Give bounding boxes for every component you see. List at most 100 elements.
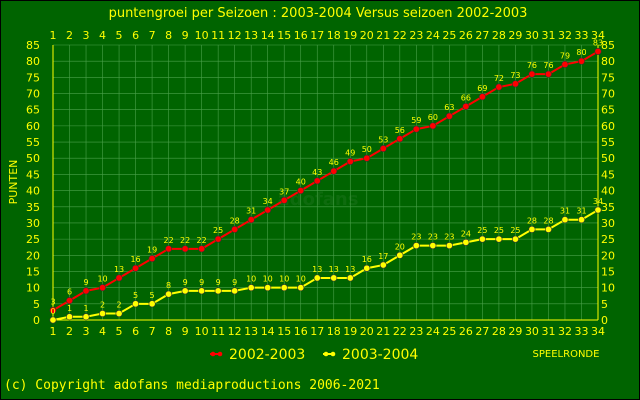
data-point-2003-2004: [198, 287, 206, 295]
data-label-2002-2003: 19: [147, 246, 157, 255]
data-label-2002-2003: 79: [560, 51, 570, 60]
data-label-2002-2003: 13: [114, 265, 124, 274]
x-tick-label-top: 25: [442, 29, 456, 42]
y-tick-label-right: 0: [601, 314, 608, 327]
data-label-2002-2003: 31: [246, 207, 256, 216]
data-point-2002-2003: [99, 284, 107, 292]
data-point-2003-2004: [181, 287, 189, 295]
x-tick-label-bottom: 21: [376, 325, 390, 338]
data-point-2003-2004: [82, 313, 90, 321]
data-point-2003-2004: [313, 274, 321, 282]
x-tick-label-top: 20: [360, 29, 374, 42]
data-point-2002-2003: [264, 206, 272, 214]
legend-swatch-point-2002-2003: [210, 351, 216, 357]
x-tick-label-top: 28: [492, 29, 506, 42]
data-point-2003-2004: [429, 242, 437, 250]
x-tick-label-bottom: 20: [360, 325, 374, 338]
x-tick-label-bottom: 34: [591, 325, 605, 338]
data-label-2002-2003: 76: [543, 61, 553, 70]
y-tick-label-left: 5: [33, 298, 40, 311]
x-tick-label-top: 1: [50, 29, 57, 42]
data-point-2002-2003: [181, 245, 189, 253]
y-tick-label-right: 65: [601, 104, 615, 117]
x-tick-label-top: 15: [277, 29, 291, 42]
x-tick-label-top: 8: [165, 29, 172, 42]
x-tick-label-top: 26: [459, 29, 473, 42]
data-label-2003-2004: 16: [362, 255, 372, 264]
x-tick-label-bottom: 1: [50, 325, 57, 338]
y-tick-label-right: 45: [601, 168, 615, 181]
x-tick-label-bottom: 13: [244, 325, 258, 338]
x-tick-label-bottom: 5: [116, 325, 123, 338]
x-tick-label-top: 12: [228, 29, 242, 42]
y-tick-label-right: 70: [601, 88, 615, 101]
data-point-2002-2003: [247, 216, 255, 224]
data-point-2002-2003: [280, 196, 288, 204]
data-label-2002-2003: 69: [477, 84, 487, 93]
data-point-2003-2004: [445, 242, 453, 250]
data-point-2003-2004: [511, 235, 519, 243]
y-tick-label-left: 65: [26, 104, 40, 117]
data-point-2002-2003: [148, 255, 156, 263]
data-label-2003-2004: 28: [527, 216, 537, 225]
legend-label-2002-2003: 2002-2003: [229, 347, 305, 363]
data-label-2003-2004: 17: [378, 252, 388, 261]
x-tick-label-bottom: 31: [541, 325, 555, 338]
x-tick-label-top: 23: [409, 29, 423, 42]
series-points: [49, 47, 602, 324]
y-tick-label-left: 20: [26, 249, 40, 262]
copyright-text: (c) Copyright adofans mediaproductions 2…: [4, 378, 380, 393]
data-label-2002-2003: 76: [527, 61, 537, 70]
data-point-2002-2003: [297, 187, 305, 195]
data-label-2003-2004: 8: [166, 281, 171, 290]
y-tick-label-right: 15: [601, 265, 615, 278]
data-label-2003-2004: 0: [50, 307, 55, 316]
y-tick-label-left: 35: [26, 201, 40, 214]
x-tick-label-top: 7: [149, 29, 156, 42]
series-line-2003-2004: [52, 209, 599, 321]
x-tick-label-bottom: 2: [66, 325, 73, 338]
x-axis-label: SPEELRONDE: [533, 349, 600, 360]
data-point-2003-2004: [214, 287, 222, 295]
y-tick-label-left: 55: [26, 136, 40, 149]
x-tick-label-top: 29: [508, 29, 522, 42]
data-point-2003-2004: [561, 216, 569, 224]
x-tick-label-top: 18: [327, 29, 341, 42]
data-point-2003-2004: [462, 238, 470, 246]
x-tick-label-bottom: 7: [149, 325, 156, 338]
data-point-2002-2003: [49, 306, 57, 314]
data-point-2002-2003: [478, 93, 486, 101]
data-point-2003-2004: [297, 284, 305, 292]
x-tick-label-top: 19: [343, 29, 357, 42]
data-point-2003-2004: [544, 225, 552, 233]
data-point-2002-2003: [165, 245, 173, 253]
data-point-2003-2004: [247, 284, 255, 292]
data-label-2002-2003: 43: [312, 168, 322, 177]
data-label-2002-2003: 34: [263, 197, 273, 206]
x-tick-label-bottom: 24: [426, 325, 440, 338]
x-tick-label-bottom: 10: [195, 325, 209, 338]
data-label-2003-2004: 31: [560, 207, 570, 216]
data-point-2003-2004: [280, 284, 288, 292]
x-tick-label-bottom: 28: [492, 325, 506, 338]
data-point-2003-2004: [363, 264, 371, 272]
x-tick-label-bottom: 14: [261, 325, 275, 338]
x-tick-label-top: 24: [426, 29, 440, 42]
y-tick-label-right: 85: [601, 39, 615, 52]
x-tick-label-top: 33: [574, 29, 588, 42]
x-tick-label-top: 10: [195, 29, 209, 42]
y-tick-label-right: 5: [601, 298, 608, 311]
data-point-2002-2003: [396, 135, 404, 143]
x-tick-label-bottom: 3: [83, 325, 90, 338]
y-axis-label: PUNTEN: [7, 160, 20, 205]
data-point-2002-2003: [445, 112, 453, 120]
data-label-2003-2004: 13: [345, 265, 355, 274]
data-label-2003-2004: 20: [395, 242, 405, 251]
data-label-2003-2004: 24: [461, 229, 471, 238]
data-point-2002-2003: [346, 157, 354, 165]
x-tick-label-bottom: 17: [310, 325, 324, 338]
data-point-2002-2003: [495, 83, 503, 91]
